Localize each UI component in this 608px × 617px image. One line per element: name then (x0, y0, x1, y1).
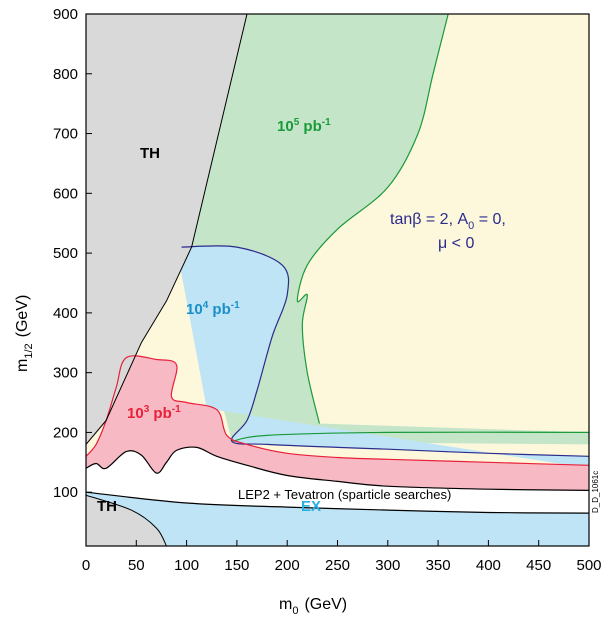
x-tick-label: 350 (426, 557, 451, 574)
pb4-region (176, 245, 589, 469)
pb5-region (181, 14, 589, 445)
pb5-boundary-line (296, 14, 449, 424)
params-label-line1: tanβ = 2, A0 = 0, (390, 211, 506, 232)
th-lower-region (86, 495, 167, 546)
y-tick-label: 800 (53, 66, 78, 83)
y-tick-label: 300 (53, 365, 78, 382)
th-upper-label: TH (140, 145, 160, 162)
x-tick-label: 500 (576, 557, 601, 574)
y-tick-label: 200 (53, 424, 78, 441)
pb5-label: 105 pb-1 (277, 117, 331, 135)
ex-label: EX (301, 498, 321, 515)
pb3-label: 103 pb-1 (127, 404, 181, 422)
x-axis-title: m0 (GeV) (279, 596, 347, 617)
th-upper-region (86, 14, 247, 445)
pb5-lower-line (231, 431, 589, 442)
th-lower-label: TH (97, 498, 117, 515)
y-tick-label: 500 (53, 245, 78, 262)
lep-tevatron-line (86, 446, 589, 491)
y-tick-label: 600 (53, 185, 78, 202)
x-tick-label: 150 (224, 557, 249, 574)
params-label-line2: μ < 0 (438, 235, 474, 252)
pb4-label: 104 pb-1 (186, 300, 240, 318)
curve-layer (86, 14, 589, 546)
ex-boundary-line (86, 491, 589, 514)
region-layer (86, 14, 589, 546)
tick-layer (85, 13, 590, 546)
x-tick-label: 100 (174, 557, 199, 574)
th-lower-boundary-line (86, 494, 167, 546)
y-tick-label: 900 (53, 6, 78, 23)
y-tick-label: 100 (53, 484, 78, 501)
y-tick-label: 700 (53, 126, 78, 143)
x-tick-label: 250 (325, 557, 350, 574)
y-tick-label: 400 (53, 305, 78, 322)
x-tick-label: 400 (476, 557, 501, 574)
tick-label-layer: 0 50 100 150 200 250 300 350 400 450 500 100 200 300 4… (53, 6, 602, 574)
x-tick-label: 0 (82, 557, 90, 574)
y-axis-title: m1/2(GeV) (14, 295, 35, 372)
th-upper-boundary-line (86, 14, 248, 445)
x-tick-label: 200 (275, 557, 300, 574)
figure-stamp: D_D_1061c (591, 471, 600, 513)
x-tick-label: 300 (375, 557, 400, 574)
x-tick-label: 450 (526, 557, 551, 574)
pb4-boundary-line (181, 245, 589, 457)
pb3-boundary-line (86, 355, 589, 466)
ex-region (86, 492, 589, 546)
lep-tevatron-label: LEP2 + Tevatron (sparticle searches) (238, 487, 451, 502)
x-tick-label: 50 (128, 557, 145, 574)
